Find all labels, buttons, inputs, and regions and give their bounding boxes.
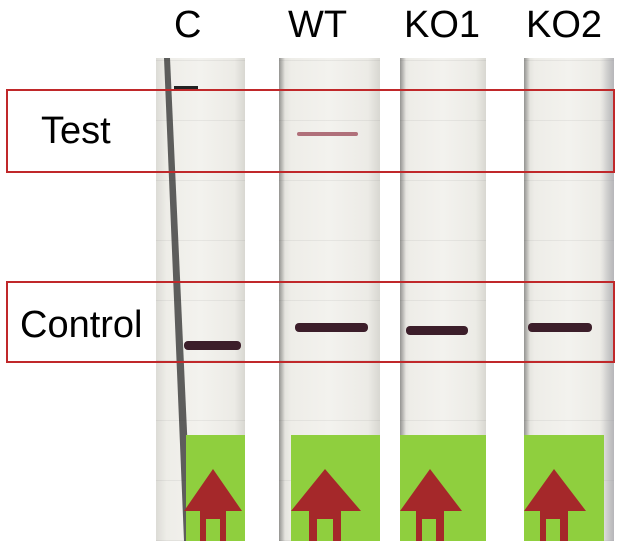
strip-edge (524, 58, 530, 541)
test-strip-c (156, 58, 245, 541)
control-band-c (184, 341, 241, 350)
test-strip-ko1 (400, 58, 486, 541)
strip-edge (400, 58, 406, 541)
lane-label-wt: WT (288, 4, 348, 46)
control-band-wt (295, 323, 368, 332)
arrow-icon (184, 469, 242, 541)
arrow-icon (524, 469, 586, 541)
strip-ko2-side-shadow (600, 58, 614, 541)
test-band-wt (297, 132, 358, 136)
lane-label-ko1: KO1 (404, 4, 481, 46)
test-region-box (6, 89, 615, 173)
test-region-label: Test (41, 110, 111, 152)
test-strip-wt (279, 58, 380, 541)
arrow-icon (291, 469, 361, 541)
test-strip-ko2 (524, 58, 614, 541)
control-band-ko1 (406, 326, 468, 335)
control-band-ko2 (528, 323, 592, 332)
strip-edge (279, 58, 285, 541)
lane-label-c: C (174, 4, 202, 46)
strip-c-dark-edge (164, 58, 192, 541)
lane-label-ko2: KO2 (526, 4, 603, 46)
arrow-icon (400, 469, 462, 541)
strip-c-mark (174, 86, 198, 89)
control-region-label: Control (20, 304, 143, 346)
control-region-box (6, 281, 615, 363)
